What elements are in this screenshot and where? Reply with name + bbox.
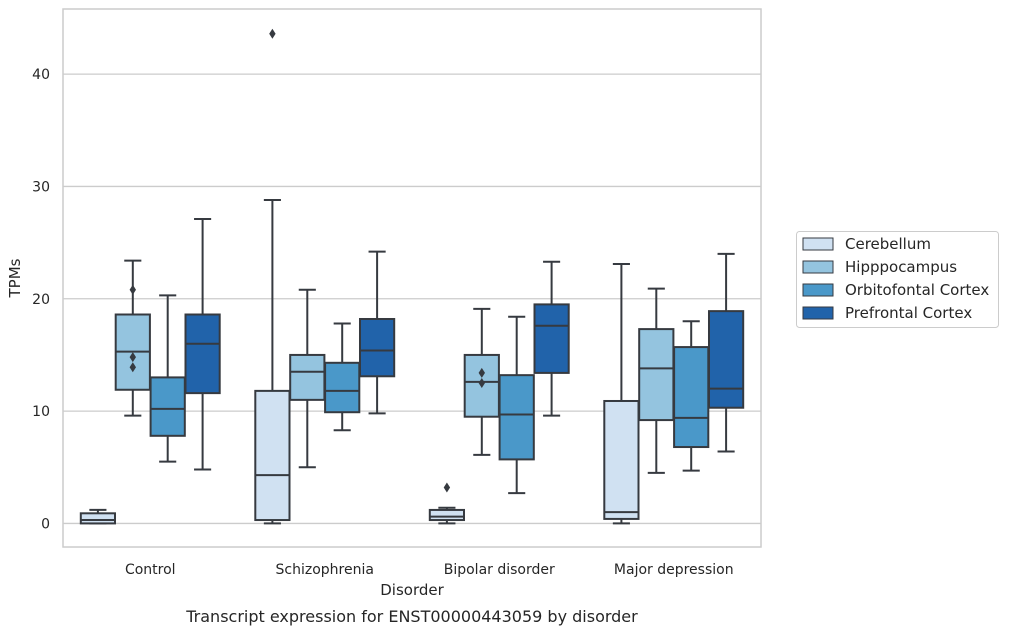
iqr-box [603, 399, 640, 520]
x-tick-label: Major depression [614, 562, 734, 578]
series-2 [149, 294, 710, 495]
y-tick-label: 10 [32, 404, 50, 420]
iqr-box [673, 346, 710, 449]
plot-area [62, 8, 762, 548]
outlier-point [129, 362, 136, 373]
x-tick-label: Bipolar disorder [444, 562, 555, 578]
iqr-box [289, 353, 326, 401]
iqr-box [324, 361, 361, 414]
iqr-box [358, 317, 396, 378]
legend-swatch [802, 306, 834, 320]
iqr-box [149, 376, 186, 437]
iqr-box [184, 313, 221, 395]
iqr-box [254, 389, 291, 522]
y-tick-label: 0 [41, 516, 50, 532]
legend-swatch [802, 237, 834, 251]
x-axis-ticks: Control Schizophrenia Bipolar disorder Majo… [125, 562, 734, 578]
x-tick-label: Control [125, 562, 176, 578]
legend-label: Cerebellum [845, 235, 931, 253]
x-axis-label: Disorder [380, 581, 444, 599]
iqr-box [638, 328, 675, 422]
y-tick-label: 20 [32, 292, 50, 308]
legend-label: Orbitofontal Cortex [845, 281, 989, 299]
legend: Cerebellum Hipppocampus Orbitofontal Corte… [796, 231, 999, 328]
iqr-box [428, 508, 466, 522]
outlier-point [129, 284, 136, 295]
iqr-box [79, 512, 117, 525]
legend-label: Prefrontal Cortex [845, 304, 972, 322]
legend-swatch [802, 283, 834, 297]
series-3 [184, 218, 745, 471]
series-0 [79, 28, 640, 525]
outlier-point [478, 367, 485, 378]
legend-label: Hipppocampus [845, 258, 957, 276]
iqr-box [707, 310, 745, 409]
legend-frame [796, 231, 999, 328]
iqr-box [498, 374, 535, 461]
y-tick-label: 40 [32, 67, 50, 83]
outlier-point [129, 352, 136, 363]
legend-swatch [802, 260, 834, 274]
x-tick-label: Schizophrenia [276, 562, 374, 578]
y-axis-ticks: 0 10 20 30 40 [32, 67, 50, 532]
outlier-point [478, 378, 485, 389]
chart-caption: Transcript expression for ENST0000044305… [185, 607, 638, 626]
outlier-point [269, 28, 276, 39]
outlier-point [443, 482, 451, 493]
box-series [79, 28, 745, 525]
y-tick-label: 30 [32, 179, 50, 195]
y-axis-label: TPMs [6, 258, 24, 298]
iqr-box [533, 303, 570, 374]
